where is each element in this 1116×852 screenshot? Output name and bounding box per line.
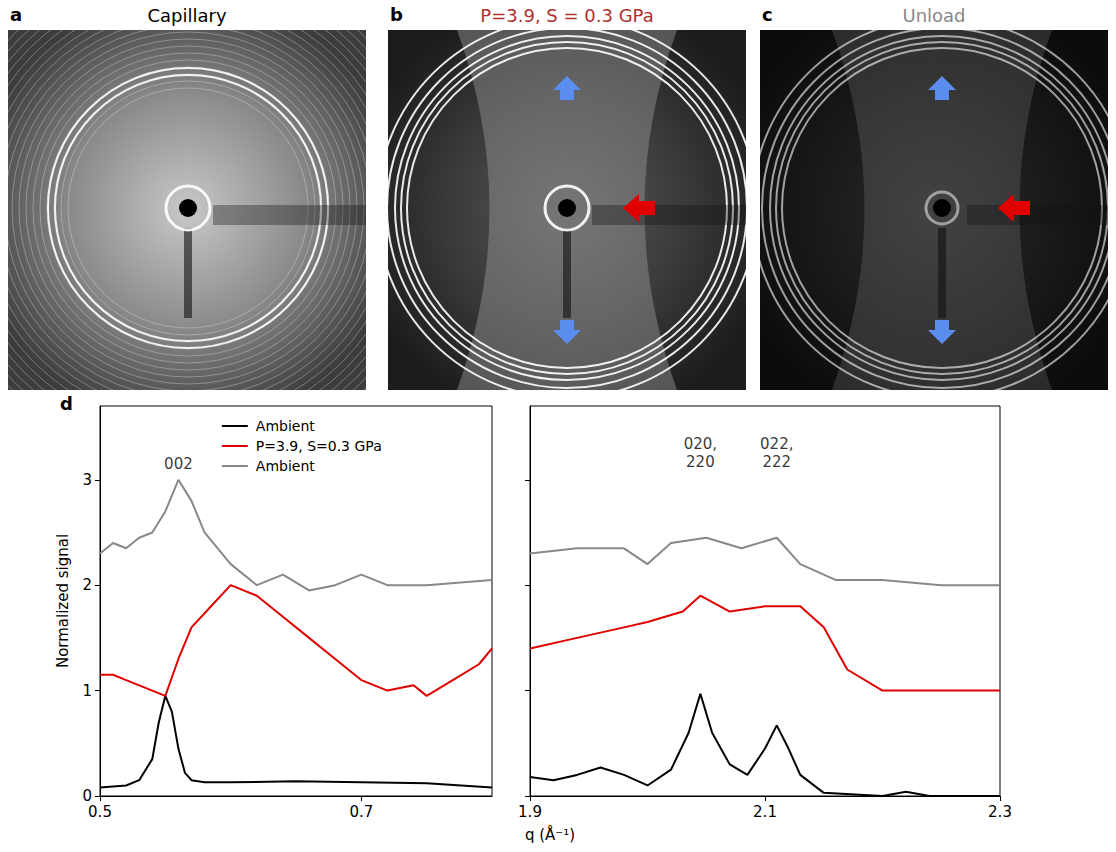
svg-text:1: 1 xyxy=(82,682,92,700)
svg-text:1.9: 1.9 xyxy=(518,803,542,821)
svg-text:Unload: Unload xyxy=(902,5,965,26)
svg-text:b: b xyxy=(390,4,403,25)
svg-text:220: 220 xyxy=(686,453,715,471)
svg-text:2: 2 xyxy=(82,576,92,594)
svg-text:3: 3 xyxy=(82,471,92,489)
svg-text:q (Å⁻¹): q (Å⁻¹) xyxy=(525,825,575,844)
svg-text:0.5: 0.5 xyxy=(88,803,112,821)
svg-text:022,: 022, xyxy=(760,435,793,453)
svg-text:Ambient: Ambient xyxy=(256,418,315,434)
svg-text:c: c xyxy=(762,4,773,25)
svg-text:a: a xyxy=(10,4,22,25)
svg-text:2.3: 2.3 xyxy=(988,803,1012,821)
svg-text:0: 0 xyxy=(82,787,92,805)
svg-text:020,: 020, xyxy=(684,435,717,453)
svg-text:d: d xyxy=(60,393,73,414)
svg-text:0.7: 0.7 xyxy=(349,803,373,821)
svg-text:Ambient: Ambient xyxy=(256,458,315,474)
svg-text:2.1: 2.1 xyxy=(753,803,777,821)
svg-text:P=3.9, S=0.3 GPa: P=3.9, S=0.3 GPa xyxy=(256,438,382,454)
svg-text:Capillary: Capillary xyxy=(147,5,226,26)
svg-text:222: 222 xyxy=(762,453,791,471)
svg-text:002: 002 xyxy=(164,455,193,473)
svg-text:P=3.9, S = 0.3 GPa: P=3.9, S = 0.3 GPa xyxy=(480,5,653,26)
svg-text:Normalized signal: Normalized signal xyxy=(54,534,72,668)
